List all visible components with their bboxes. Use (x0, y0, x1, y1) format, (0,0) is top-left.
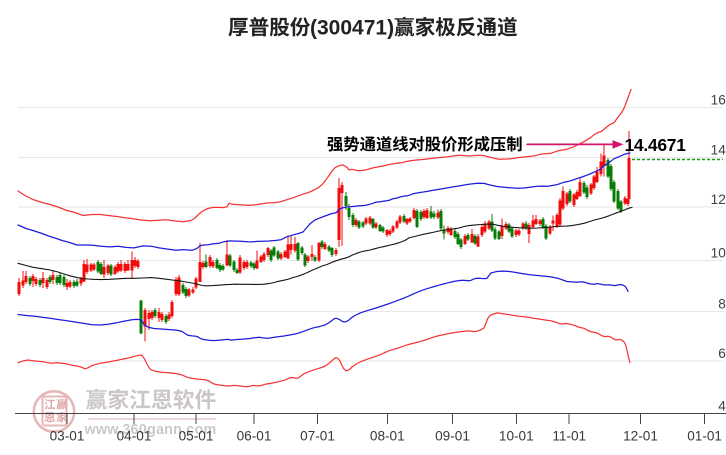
svg-text:07-01: 07-01 (300, 429, 335, 444)
svg-text:14.4671: 14.4671 (625, 135, 687, 155)
svg-text:04-01: 04-01 (117, 429, 152, 444)
svg-text:6: 6 (718, 346, 726, 361)
svg-text:11-01: 11-01 (552, 429, 586, 444)
svg-text:01-01: 01-01 (687, 429, 722, 444)
svg-text:16: 16 (711, 93, 726, 108)
svg-text:12: 12 (711, 192, 726, 207)
svg-text:www.360gann.com: www.360gann.com (84, 422, 217, 438)
svg-text:4: 4 (718, 399, 726, 414)
svg-text:06-01: 06-01 (237, 429, 272, 444)
svg-text:05-01: 05-01 (179, 429, 214, 444)
svg-text:10-01: 10-01 (499, 429, 534, 444)
svg-text:09-01: 09-01 (435, 429, 470, 444)
svg-text:10: 10 (711, 246, 726, 261)
svg-text:(300471): (300471) (310, 17, 394, 40)
svg-text:03-01: 03-01 (50, 429, 85, 444)
svg-text:08-01: 08-01 (370, 429, 405, 444)
svg-text:14: 14 (711, 143, 726, 158)
svg-text:8: 8 (718, 297, 726, 312)
svg-text:12-01: 12-01 (623, 429, 658, 444)
